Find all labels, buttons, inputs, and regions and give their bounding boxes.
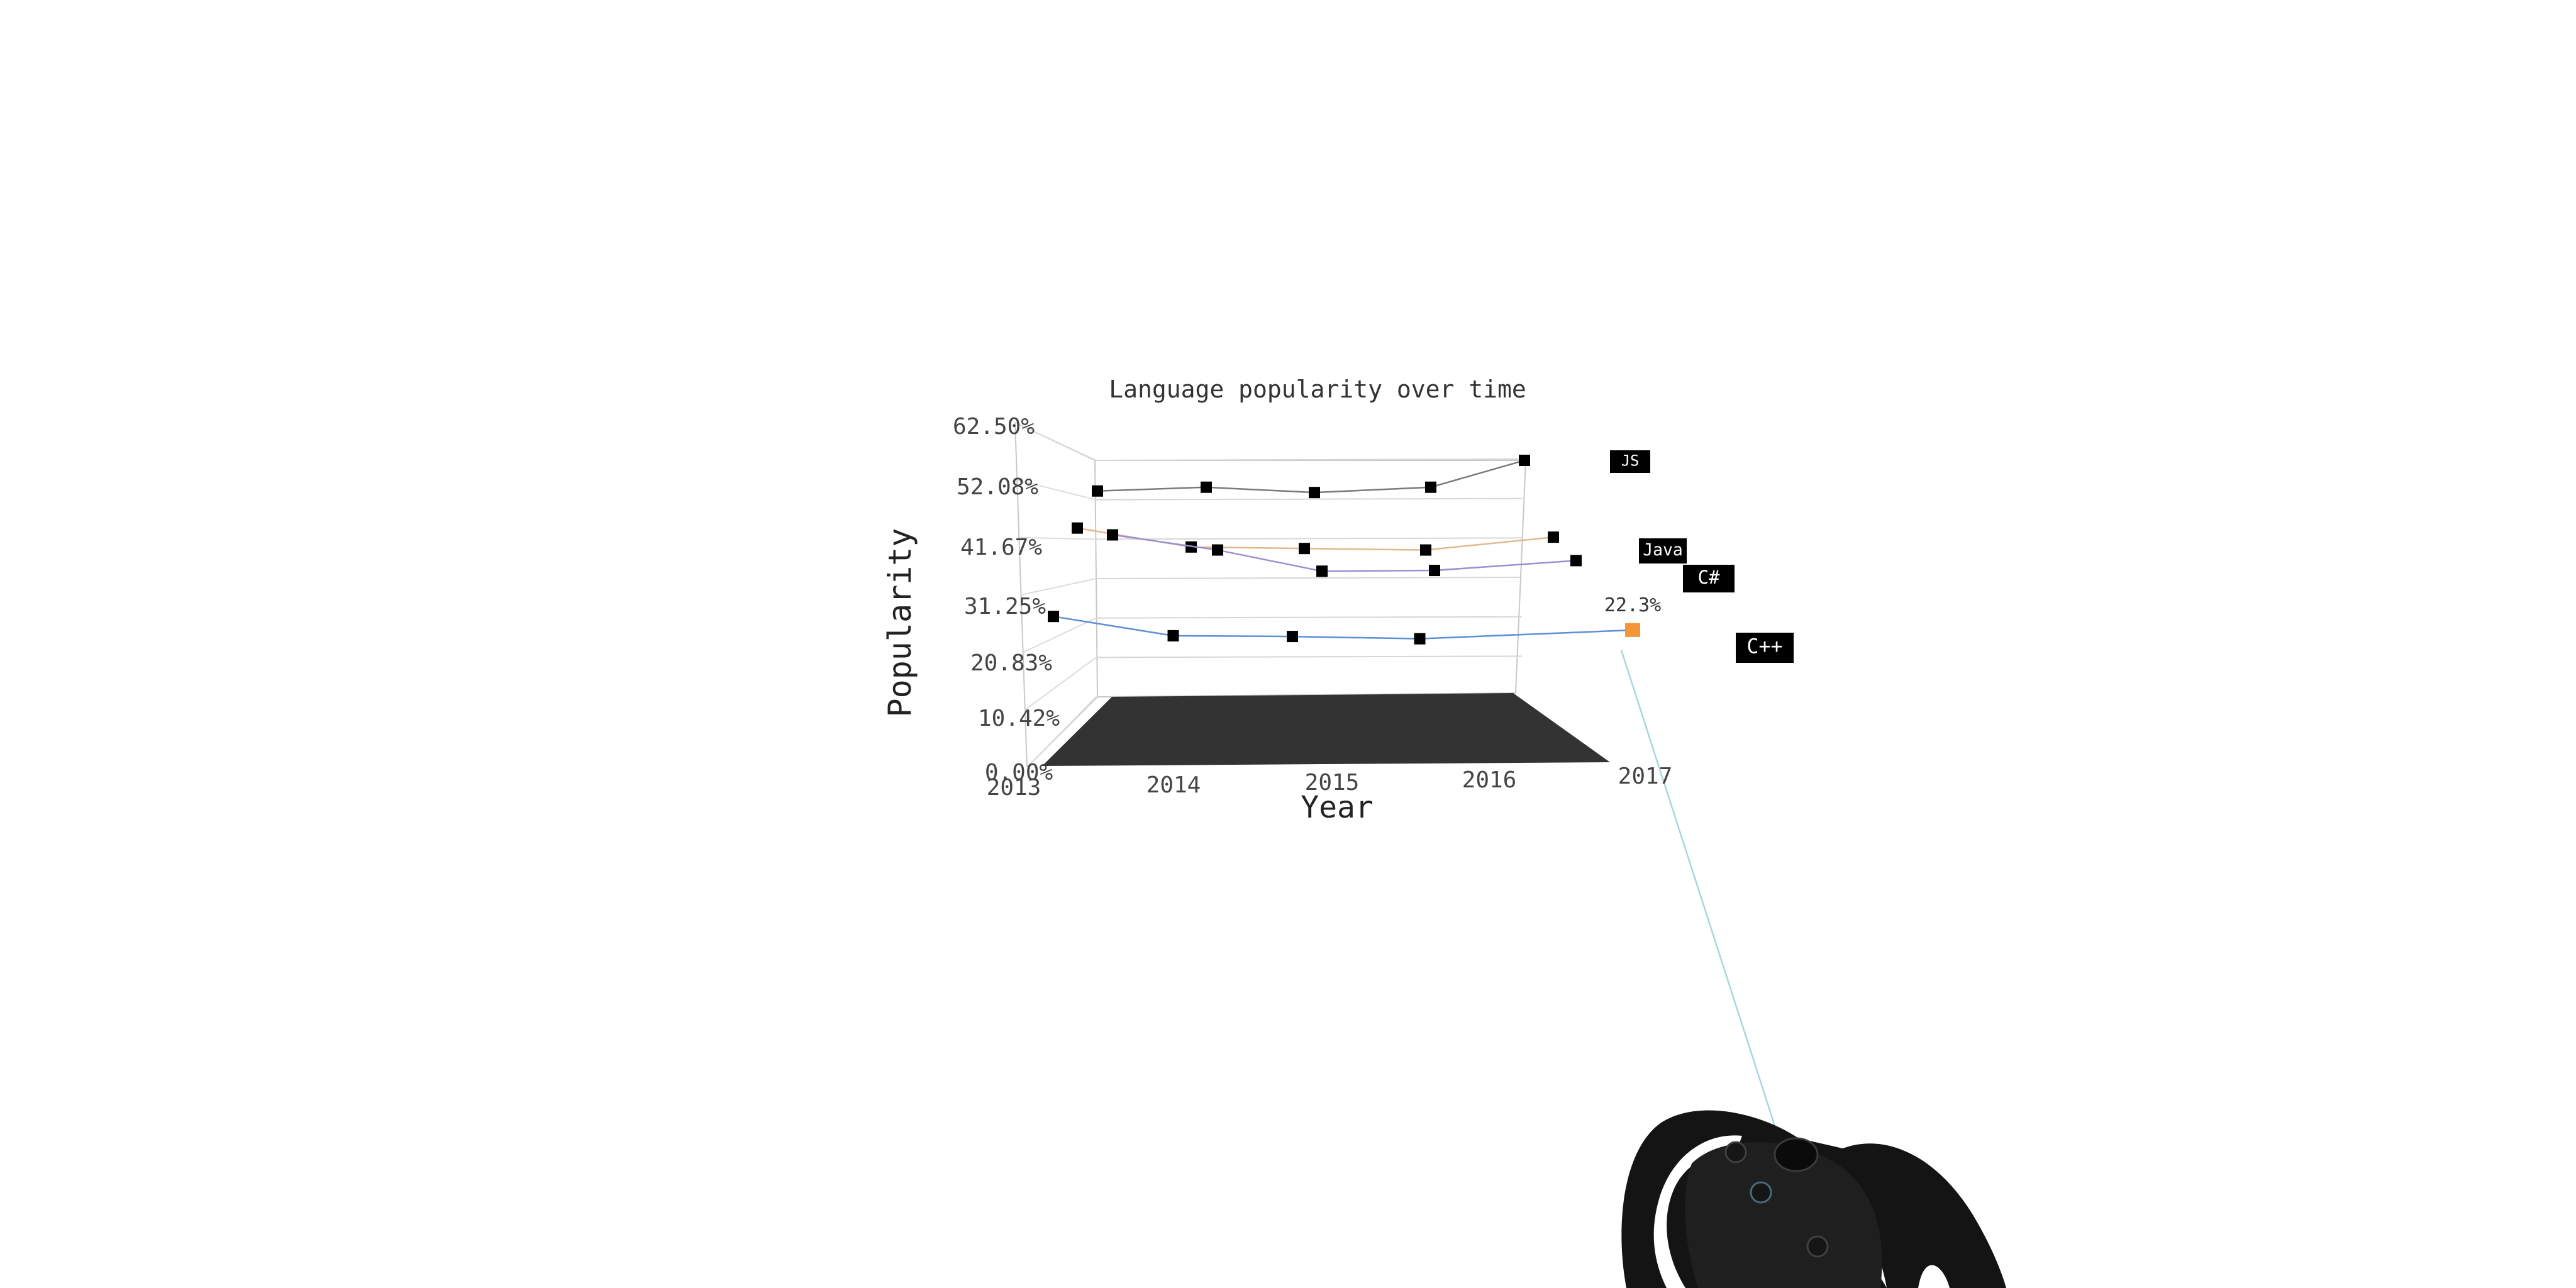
y-tick-label: 41.67%	[960, 535, 1042, 560]
back-gridline	[1096, 537, 1523, 540]
legend-tag-label: Java	[1643, 540, 1683, 560]
legend-tag-label: JS	[1621, 452, 1640, 469]
chart-series	[1048, 455, 1633, 645]
y-tick-label: 10.42%	[978, 706, 1060, 731]
side-gridline	[1019, 536, 1097, 540]
back-gridline	[1096, 497, 1523, 501]
legend-tag-cp: C++	[1736, 633, 1794, 663]
controller-menu-button-icon[interactable]	[1806, 1235, 1829, 1258]
controller-body	[1685, 1142, 1882, 1288]
x-tick-label: 2014	[1146, 772, 1201, 798]
y-axis-title: Popularity	[882, 528, 918, 717]
data-point-js-2016[interactable]	[1425, 481, 1436, 493]
chart-side-grid	[1014, 422, 1097, 768]
controller-button-b-icon[interactable]	[1750, 1181, 1772, 1204]
data-point-java-2017[interactable]	[1548, 531, 1559, 543]
chart-back-grid	[1096, 458, 1523, 658]
side-gridline	[1024, 657, 1097, 711]
controller-thumbstick-icon[interactable]	[1774, 1137, 1819, 1172]
side-gridline	[1016, 479, 1097, 501]
data-point-java-2013[interactable]	[1072, 522, 1083, 534]
data-point-js-2015[interactable]	[1309, 487, 1320, 499]
chart-legend: JS Java C# C++	[1610, 450, 1794, 663]
y-axis-ticks: 0.00% 10.42% 20.83% 31.25% 41.67% 52.08% 62.50…	[953, 414, 1060, 786]
frame-back-right-edge	[1515, 460, 1526, 694]
y-tick-label: 52.08%	[957, 474, 1038, 500]
back-gridline	[1096, 616, 1523, 619]
data-point-js-2017[interactable]	[1519, 455, 1530, 466]
data-point-c-2015[interactable]	[1316, 565, 1328, 577]
chart-floor	[1042, 693, 1610, 766]
data-point-java-2015[interactable]	[1299, 543, 1310, 555]
controller-button-a-icon[interactable]	[1724, 1141, 1747, 1163]
controller-pointer-ray	[1620, 650, 1776, 1126]
highlight-value-label: 22.3%	[1604, 594, 1661, 616]
legend-tag-label: C++	[1746, 636, 1782, 658]
data-point-c-2015[interactable]	[1287, 631, 1298, 643]
highlight-point-marker[interactable]	[1625, 623, 1640, 637]
x-tick-label: 2015	[1305, 770, 1360, 796]
data-point-c-2016[interactable]	[1429, 565, 1440, 577]
legend-tag-label: C#	[1698, 567, 1720, 588]
data-point-c-2017[interactable]	[1570, 555, 1582, 567]
side-gridline	[1014, 422, 1097, 461]
back-gridline	[1096, 655, 1523, 658]
series-line-c	[1112, 534, 1577, 572]
y-tick-label: 0.00%	[985, 760, 1053, 786]
data-point-c-2016[interactable]	[1414, 633, 1426, 645]
legend-tag-background	[1683, 565, 1735, 592]
chart-title: Language popularity over time	[1109, 375, 1526, 403]
y-tick-label: 20.83%	[970, 650, 1052, 676]
back-gridline	[1096, 458, 1523, 461]
y-tick-label: 62.50%	[953, 414, 1035, 440]
legend-tag-cp: C#	[1683, 565, 1735, 592]
data-point-c-2013[interactable]	[1107, 529, 1118, 541]
legend-tag-background	[1639, 538, 1687, 564]
x-tick-label: 2013	[987, 775, 1041, 801]
data-point-c-2014[interactable]	[1212, 544, 1223, 556]
side-gridline	[1023, 617, 1097, 653]
back-gridline	[1096, 577, 1523, 579]
data-point-c-2014[interactable]	[1167, 630, 1179, 641]
data-point-js-2014[interactable]	[1201, 481, 1212, 493]
data-point-java-2016[interactable]	[1420, 544, 1431, 556]
x-axis-title: Year	[1301, 790, 1374, 825]
frame-back-bottom-edge	[1097, 692, 1516, 697]
vr-controller[interactable]	[1621, 1110, 2006, 1288]
legend-tag-js: JS	[1610, 450, 1650, 473]
x-tick-label: 2016	[1462, 767, 1517, 793]
y-tick-label: 31.25%	[964, 594, 1046, 619]
x-tick-label: 2017	[1618, 763, 1673, 789]
series-line-c	[1053, 615, 1633, 640]
legend-tag-background	[1610, 450, 1650, 473]
data-point-js-2013[interactable]	[1092, 485, 1103, 497]
x-axis-ticks: 2013 2014 2015 2016 2017	[987, 763, 1673, 801]
data-point-c-2013[interactable]	[1048, 611, 1059, 623]
legend-tag-background	[1736, 633, 1794, 663]
side-gridline	[1026, 696, 1097, 768]
side-gridline	[1021, 578, 1097, 596]
legend-tag-java: Java	[1639, 538, 1687, 564]
